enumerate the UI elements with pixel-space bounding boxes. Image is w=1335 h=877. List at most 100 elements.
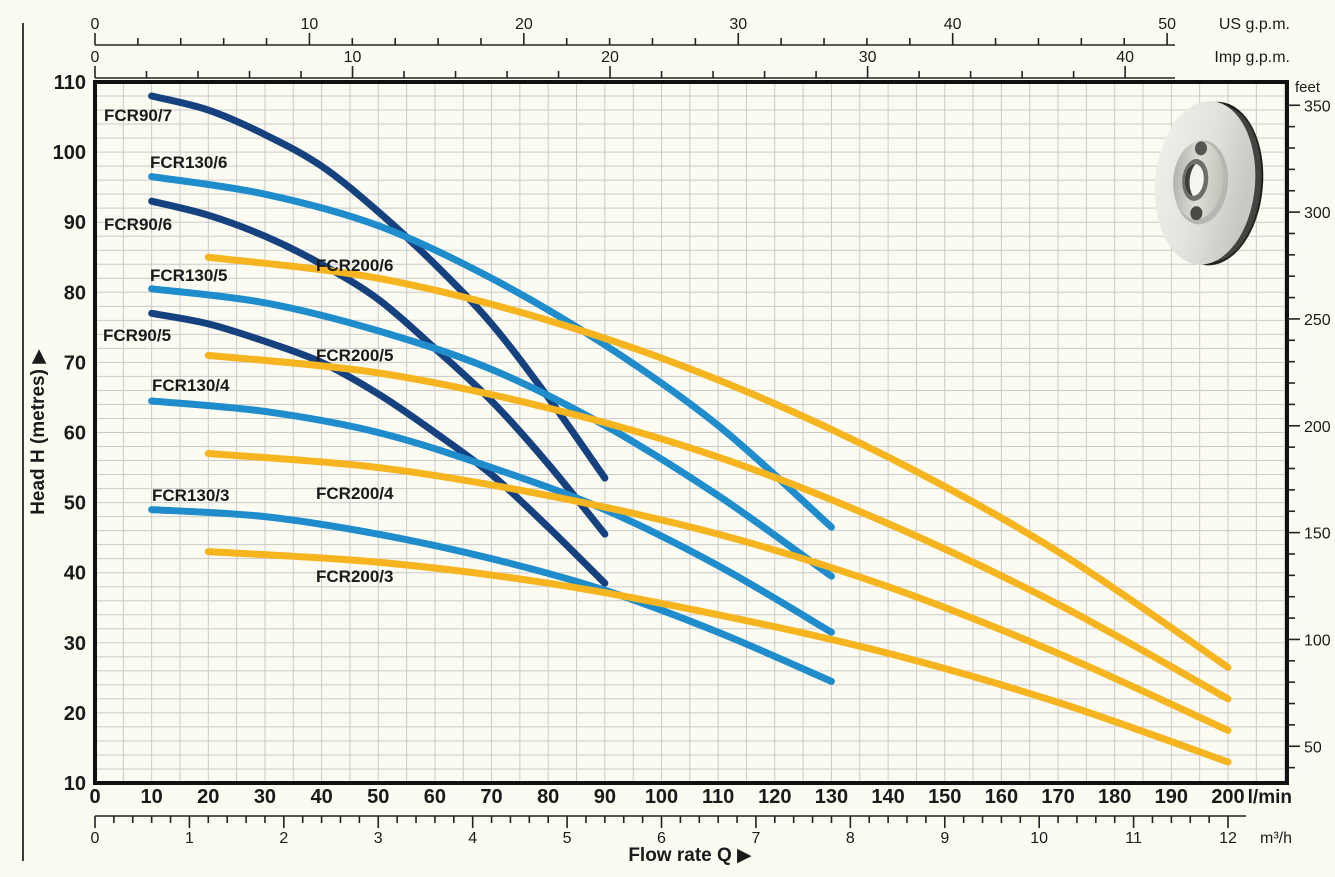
svg-text:12: 12 bbox=[1219, 830, 1237, 847]
svg-text:10: 10 bbox=[141, 786, 163, 808]
svg-text:190: 190 bbox=[1155, 786, 1188, 808]
svg-text:0: 0 bbox=[89, 786, 100, 808]
svg-text:60: 60 bbox=[64, 423, 86, 445]
svg-text:50: 50 bbox=[367, 786, 389, 808]
svg-text:140: 140 bbox=[871, 786, 904, 808]
svg-text:90: 90 bbox=[594, 786, 616, 808]
svg-text:6: 6 bbox=[657, 830, 666, 847]
curve-FCR200-3 bbox=[204, 548, 1232, 766]
curve-FCR130-4 bbox=[148, 397, 835, 636]
svg-text:40: 40 bbox=[1116, 49, 1134, 66]
svg-text:m³/h: m³/h bbox=[1260, 830, 1292, 847]
pump-curves bbox=[148, 92, 1232, 766]
curve-label-FCR130-3: FCR130/3 bbox=[152, 486, 229, 505]
curve-label-FCR200-4: FCR200/4 bbox=[316, 484, 394, 503]
curve-label-FCR130-6: FCR130/6 bbox=[150, 153, 227, 172]
metre-axis-labels: 10 20 30 40 50 60 70 80 90 100 110 bbox=[53, 72, 86, 795]
svg-text:170: 170 bbox=[1041, 786, 1074, 808]
impeller-photo bbox=[1154, 101, 1264, 266]
curve-FCR130-6 bbox=[148, 173, 835, 531]
svg-text:160: 160 bbox=[985, 786, 1018, 808]
svg-text:250: 250 bbox=[1304, 312, 1331, 329]
svg-text:40: 40 bbox=[64, 563, 86, 585]
x-axis-title: Flow rate Q ▶ bbox=[628, 845, 752, 866]
svg-text:120: 120 bbox=[758, 786, 791, 808]
svg-text:40: 40 bbox=[944, 16, 962, 33]
svg-text:10: 10 bbox=[1030, 830, 1048, 847]
svg-text:180: 180 bbox=[1098, 786, 1131, 808]
svg-text:100: 100 bbox=[53, 142, 86, 164]
svg-text:40: 40 bbox=[310, 786, 332, 808]
svg-text:l/min: l/min bbox=[1248, 787, 1292, 808]
svg-text:10: 10 bbox=[344, 49, 362, 66]
svg-text:50: 50 bbox=[1158, 16, 1176, 33]
svg-text:10: 10 bbox=[301, 16, 319, 33]
lmin-axis-labels: 0 10 20 30 40 50 60 70 80 90 100 110 120 130 140 150 160… bbox=[89, 786, 1292, 808]
svg-text:US g.p.m.: US g.p.m. bbox=[1219, 16, 1290, 33]
svg-text:70: 70 bbox=[64, 352, 86, 374]
svg-text:110: 110 bbox=[702, 786, 734, 808]
svg-text:20: 20 bbox=[515, 16, 533, 33]
svg-text:0: 0 bbox=[91, 16, 100, 33]
svg-text:80: 80 bbox=[537, 786, 559, 808]
curve-FCR90-6 bbox=[148, 197, 609, 538]
curve-label-FCR90-6: FCR90/6 bbox=[104, 215, 172, 234]
svg-text:100: 100 bbox=[1304, 632, 1331, 649]
svg-text:70: 70 bbox=[480, 786, 502, 808]
svg-text:9: 9 bbox=[940, 830, 949, 847]
curve-FCR130-3 bbox=[148, 506, 835, 685]
svg-text:7: 7 bbox=[751, 830, 760, 847]
curve-FCR90-5 bbox=[148, 309, 609, 587]
curve-label-FCR90-7: FCR90/7 bbox=[104, 106, 172, 125]
curve-FCR90-7 bbox=[148, 92, 609, 482]
svg-text:5: 5 bbox=[563, 830, 572, 847]
svg-text:150: 150 bbox=[1304, 526, 1331, 543]
curve-FCR200-6 bbox=[204, 253, 1232, 671]
svg-text:0: 0 bbox=[91, 49, 100, 66]
y-axis-title: Head H (metres) ▶ bbox=[28, 349, 49, 515]
svg-text:300: 300 bbox=[1304, 205, 1331, 222]
curve-FCR200-4 bbox=[204, 450, 1232, 734]
curve-label-FCR90-5: FCR90/5 bbox=[103, 326, 171, 345]
svg-text:80: 80 bbox=[64, 282, 86, 304]
svg-text:200: 200 bbox=[1211, 786, 1244, 808]
svg-text:30: 30 bbox=[729, 16, 747, 33]
svg-text:feet: feet bbox=[1295, 79, 1321, 96]
curve-label-FCR130-4: FCR130/4 bbox=[152, 376, 230, 395]
svg-text:100: 100 bbox=[645, 786, 678, 808]
svg-text:90: 90 bbox=[64, 212, 86, 234]
svg-text:30: 30 bbox=[254, 786, 276, 808]
svg-text:Imp g.p.m.: Imp g.p.m. bbox=[1214, 49, 1290, 66]
svg-text:130: 130 bbox=[815, 786, 848, 808]
impeller-graphic bbox=[1154, 101, 1264, 266]
plot-border bbox=[93, 80, 1289, 785]
imp-gpm-ruler: 0 10 20 30 40 Imp g.p.m. bbox=[91, 49, 1290, 79]
m3h-ruler: 0 1 2 3 4 5 6 7 8 9 10 11 12 m³/h bbox=[91, 815, 1292, 847]
svg-text:8: 8 bbox=[846, 830, 855, 847]
svg-text:4: 4 bbox=[468, 830, 477, 847]
svg-text:10: 10 bbox=[64, 773, 86, 795]
svg-text:150: 150 bbox=[928, 786, 961, 808]
us-gpm-ruler: 0 10 20 30 40 50 US g.p.m. bbox=[91, 16, 1290, 46]
curve-label-FCR200-5: FCR200/5 bbox=[316, 346, 393, 365]
curve-label-FCR130-5: FCR130/5 bbox=[150, 266, 227, 285]
feet-ruler: 50 100 150 200 250 300 350 feet bbox=[1287, 79, 1331, 769]
svg-text:30: 30 bbox=[859, 49, 877, 66]
svg-text:3: 3 bbox=[374, 830, 383, 847]
curve-label-FCR200-3: FCR200/3 bbox=[316, 567, 393, 586]
svg-text:50: 50 bbox=[1304, 739, 1322, 756]
svg-text:11: 11 bbox=[1125, 830, 1142, 847]
svg-text:20: 20 bbox=[197, 786, 219, 808]
svg-text:30: 30 bbox=[64, 633, 86, 655]
curve-FCR200-5 bbox=[204, 351, 1232, 703]
svg-text:110: 110 bbox=[54, 72, 86, 94]
svg-text:350: 350 bbox=[1304, 98, 1331, 115]
svg-text:20: 20 bbox=[601, 49, 619, 66]
curve-FCR130-5 bbox=[148, 285, 835, 580]
svg-text:2: 2 bbox=[279, 830, 288, 847]
svg-text:20: 20 bbox=[64, 703, 86, 725]
svg-text:200: 200 bbox=[1304, 419, 1331, 436]
curve-label-FCR200-6: FCR200/6 bbox=[316, 256, 393, 275]
